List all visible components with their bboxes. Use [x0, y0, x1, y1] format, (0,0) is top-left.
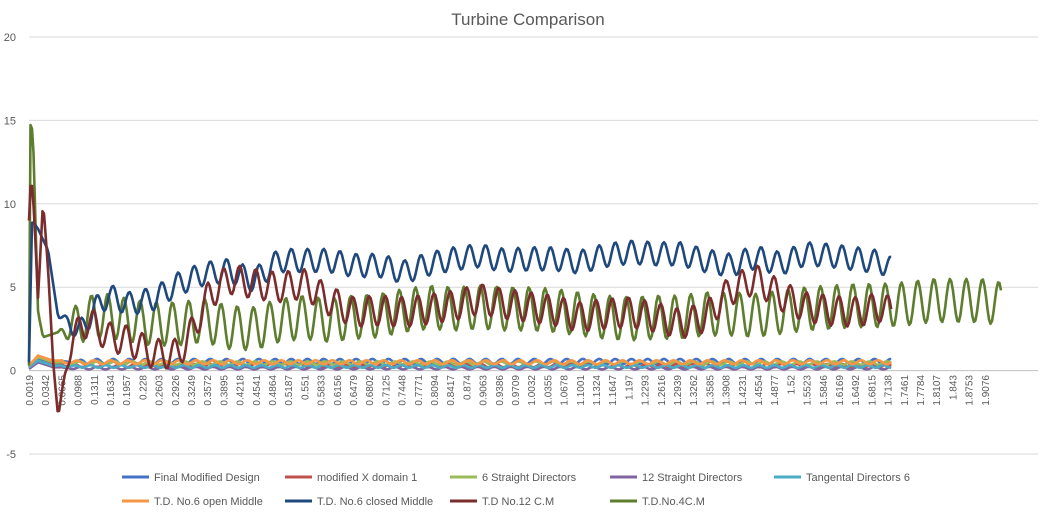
- y-tick-label: 5: [10, 282, 16, 294]
- x-tick-label: 1.2616: [657, 375, 668, 406]
- x-tick-label: 1.1647: [608, 375, 619, 406]
- x-tick-label: 1.3262: [689, 375, 700, 406]
- x-tick-label: 1.4231: [738, 375, 749, 406]
- x-tick-label: 1.197: [624, 375, 635, 400]
- y-tick-label: 15: [4, 115, 16, 127]
- x-tick-label: 0.0988: [74, 375, 85, 406]
- series-line: [27, 184, 893, 413]
- legend-label: Tangental Directors 6: [806, 472, 910, 484]
- y-axis: -5 0 5 10 15 20: [4, 32, 16, 461]
- x-tick-label: 0.7448: [398, 375, 409, 406]
- x-tick-label: 1.4554: [754, 375, 765, 406]
- x-tick-label: 0.5833: [317, 375, 328, 406]
- x-tick-label: 0.6802: [365, 375, 376, 406]
- x-tick-label: 1.2293: [641, 375, 652, 406]
- y-tick-label: 20: [4, 32, 16, 44]
- x-tick-label: 0.874: [462, 375, 473, 400]
- x-tick-label: 0.5187: [284, 375, 295, 406]
- series-line: [27, 221, 892, 363]
- y-tick-label: 10: [4, 199, 16, 211]
- x-tick-label: 0.2926: [171, 375, 182, 406]
- x-tick-label: 0.3895: [219, 375, 230, 406]
- x-axis: 0.0019 0.0342 0.0665 0.0988 0.1311 0.1634 0.19…: [25, 375, 992, 406]
- x-tick-label: 0.0019: [25, 375, 36, 406]
- x-tick-label: 1.3908: [722, 375, 733, 406]
- x-tick-label: 1.2939: [673, 375, 684, 406]
- x-tick-label: 0.6479: [349, 375, 360, 406]
- x-tick-label: 0.7771: [414, 375, 425, 406]
- x-tick-label: 1.9076: [981, 375, 992, 406]
- legend-label: T.D. No.6 closed Middle: [317, 496, 433, 508]
- x-tick-label: 0.228: [138, 375, 149, 400]
- series-line: [28, 354, 892, 367]
- x-tick-label: 0.7125: [381, 375, 392, 406]
- x-tick-label: 1.8753: [965, 375, 976, 406]
- x-tick-label: 0.6156: [333, 375, 344, 406]
- legend-label: T.D No.12 C.M: [482, 496, 554, 508]
- x-tick-label: 0.9063: [479, 375, 490, 406]
- x-tick-label: 0.9386: [495, 375, 506, 406]
- x-tick-label: 0.4864: [268, 375, 279, 406]
- legend-label: modified X domain 1: [317, 472, 417, 484]
- chart-title: Turbine Comparison: [451, 10, 604, 29]
- x-tick-label: 0.0342: [41, 375, 52, 406]
- x-tick-label: 0.3249: [187, 375, 198, 406]
- x-tick-label: 1.8107: [932, 375, 943, 406]
- legend-label: 6 Straight Directors: [482, 472, 577, 484]
- x-tick-label: 1.6492: [851, 375, 862, 406]
- series-line: [28, 359, 892, 370]
- legend-label: Final Modified Design: [154, 472, 260, 484]
- x-tick-label: 0.1311: [90, 375, 101, 405]
- x-tick-label: 1.3585: [705, 375, 716, 406]
- x-tick-label: 0.8094: [430, 375, 441, 406]
- x-tick-label: 0.4541: [252, 375, 263, 406]
- x-tick-label: 0.4218: [236, 375, 247, 406]
- x-tick-label: 1.4877: [770, 375, 781, 406]
- x-tick-label: 0.551: [300, 375, 311, 400]
- x-tick-label: 0.1957: [122, 375, 133, 406]
- x-tick-label: 0.3572: [203, 375, 214, 406]
- x-tick-label: 0.1634: [106, 375, 117, 406]
- x-tick-label: 1.6815: [867, 375, 878, 406]
- legend-label: T.D.No.4C.M: [642, 496, 705, 508]
- x-tick-label: 1.0678: [560, 375, 571, 406]
- series-lines: [27, 123, 1003, 413]
- x-tick-label: 0.8417: [446, 375, 457, 406]
- series-line: [27, 123, 1003, 366]
- x-tick-label: 0.9709: [511, 375, 522, 406]
- x-tick-label: 1.843: [948, 375, 959, 400]
- x-tick-label: 1.6169: [835, 375, 846, 406]
- y-tick-label: 0: [10, 366, 16, 378]
- x-tick-label: 1.5846: [819, 375, 830, 406]
- x-tick-label: 0.2603: [155, 375, 166, 406]
- x-tick-label: 1.7784: [916, 375, 927, 406]
- x-tick-label: 1.1001: [576, 375, 587, 406]
- x-tick-label: 1.5523: [803, 375, 814, 406]
- y-tick-label: -5: [6, 449, 16, 461]
- x-tick-label: 1.52: [786, 375, 797, 395]
- legend: Final Modified Design modified X domain 1…: [122, 472, 910, 508]
- legend-label: T.D. No.6 open Middle: [154, 496, 263, 508]
- x-tick-label: 1.7461: [900, 375, 911, 406]
- x-tick-label: 1.0355: [543, 375, 554, 406]
- x-tick-label: 1.1324: [592, 375, 603, 406]
- x-tick-label: 1.0032: [527, 375, 538, 406]
- legend-label: 12 Straight Directors: [642, 472, 743, 484]
- x-tick-label: 1.7138: [884, 375, 895, 406]
- gridlines: [29, 36, 1038, 455]
